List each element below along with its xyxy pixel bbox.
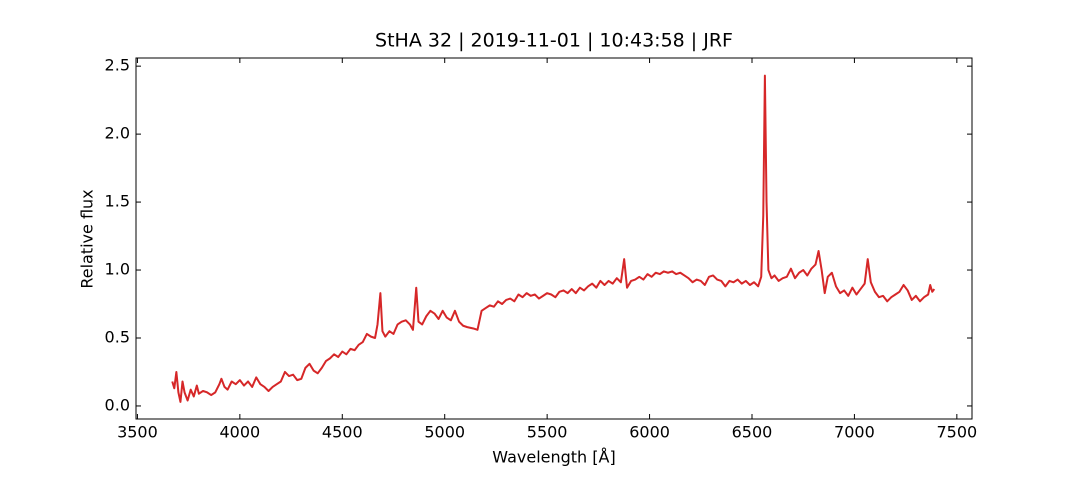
y-axis-label: Relative flux [78,189,97,288]
y-tick-label: 1.5 [105,192,130,211]
x-tick-label: 3500 [117,423,158,442]
spectrum-line [171,74,936,403]
x-axis-label: Wavelength [Å] [492,448,615,467]
y-tick-label: 2.0 [105,124,130,143]
y-tick-label: 1.0 [105,260,130,279]
x-tick-label: 4500 [322,423,363,442]
x-tick-label: 6000 [629,423,670,442]
chart-title: StHA 32 | 2019-11-01 | 10:43:58 | JRF [375,30,733,52]
x-tick-label: 7000 [834,423,875,442]
x-tick-label: 4000 [220,423,261,442]
y-tick-label: 0.5 [105,327,130,346]
plot-frame [135,57,973,420]
x-tick-label: 6500 [732,423,773,442]
y-tick-label: 0.0 [105,395,130,414]
x-tick-label: 5000 [424,423,465,442]
y-tick-label: 2.5 [105,56,130,75]
x-tick-label: 7500 [936,423,977,442]
x-tick-label: 5500 [527,423,568,442]
